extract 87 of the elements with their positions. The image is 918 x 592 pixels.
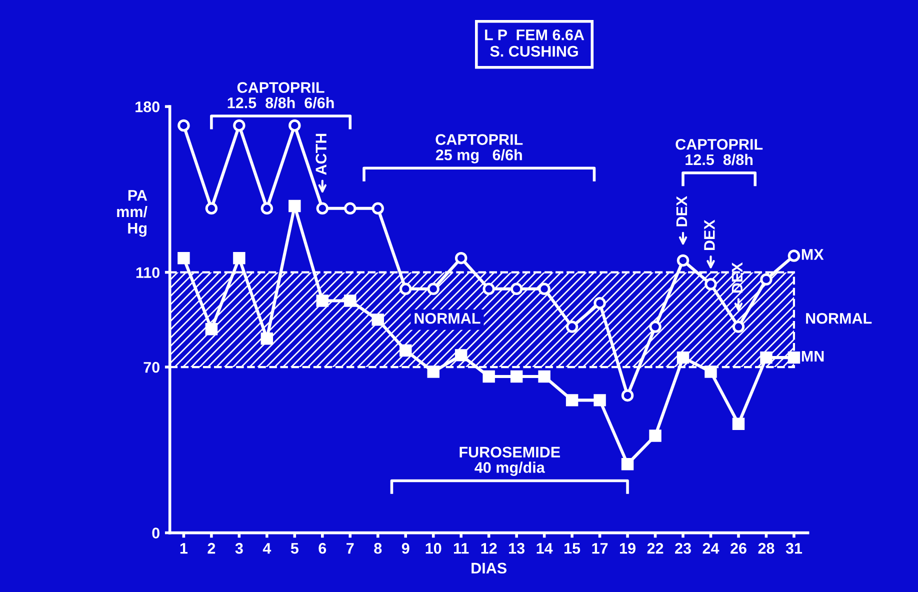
x-tick-label: 19: [620, 542, 636, 554]
x-tick-label: 13: [509, 542, 525, 554]
point: [621, 389, 634, 402]
point: [454, 349, 468, 362]
y-tick-label: 0: [152, 528, 160, 538]
annotation: ACTH: [316, 134, 326, 175]
point: [344, 294, 356, 307]
point: [233, 119, 246, 132]
annotation: FUROSEMIDE 40 mg/dia: [460, 446, 560, 476]
point: [482, 282, 495, 296]
point: [400, 344, 412, 357]
x-tick-label: 9: [402, 542, 410, 554]
point: [760, 351, 772, 364]
x-tick-label: 31: [786, 542, 802, 554]
point: [482, 370, 495, 383]
x-tick-label: 7: [346, 543, 354, 554]
point: [344, 202, 356, 214]
y-tick-label: 180: [136, 101, 160, 112]
point: [178, 252, 190, 264]
x-tick-label: 8: [374, 542, 382, 554]
point: [260, 332, 274, 345]
x-tick-label: 15: [564, 543, 580, 554]
point: [676, 254, 690, 267]
y-tick-label: 70: [144, 362, 160, 373]
point: [788, 250, 800, 262]
point: [260, 202, 274, 214]
point: [649, 430, 662, 442]
x-tick-label: 14: [536, 543, 553, 554]
point: [427, 282, 440, 296]
y-axis-title: PA mm/ Hg: [117, 190, 148, 237]
x-tick-label: 4: [262, 543, 272, 554]
point: [288, 200, 301, 212]
x-tick-label: 11: [454, 543, 469, 554]
annotation: NORMAL: [414, 312, 480, 324]
x-tick-label: 6: [318, 542, 326, 554]
x-tick-label: 22: [647, 542, 664, 554]
point: [510, 370, 523, 383]
point: [316, 294, 329, 307]
point: [427, 366, 440, 378]
point: [510, 282, 523, 296]
series-label: MX: [802, 249, 824, 260]
x-tick-label: 1: [180, 543, 188, 554]
point: [732, 320, 745, 333]
point: [676, 351, 690, 364]
x-tick-label: 3: [235, 542, 243, 554]
x-tick-label: 17: [592, 543, 608, 554]
point: [594, 394, 606, 406]
point: [760, 273, 772, 286]
x-tick-label: 5: [290, 543, 298, 554]
point: [205, 323, 218, 336]
point: [732, 418, 745, 430]
x-tick-label: 24: [702, 542, 720, 554]
point: [594, 296, 606, 310]
annotation: DEX: [676, 196, 687, 226]
band-label: NORMAL: [806, 312, 872, 324]
point: [538, 370, 550, 383]
annotation: CAPTOPRIL 12.5 8/8h: [676, 138, 763, 166]
point: [233, 252, 246, 264]
point: [205, 202, 218, 214]
series-label: MN: [802, 351, 824, 362]
x-axis-title: DIAS: [472, 562, 506, 574]
point: [400, 282, 412, 296]
point: [566, 320, 578, 333]
point: [372, 202, 384, 214]
point: [178, 119, 190, 132]
y-tick-label: 110: [136, 267, 160, 278]
x-tick-label: 23: [675, 542, 691, 554]
chart-title: L P FEM 6.6A S. CUSHING: [485, 29, 584, 57]
point: [649, 320, 662, 333]
point: [372, 314, 384, 326]
point: [288, 119, 301, 132]
point: [454, 252, 468, 264]
point: [316, 202, 329, 214]
annotation: CAPTOPRIL 25 mg 6/6h: [436, 134, 523, 164]
x-tick-label: 26: [730, 542, 746, 554]
x-tick-label: 10: [426, 542, 442, 554]
x-tick-label: 28: [758, 542, 774, 554]
x-tick-label: 2: [208, 542, 216, 554]
point: [704, 278, 717, 290]
point: [704, 366, 717, 378]
point: [538, 282, 550, 296]
annotation: DEX: [704, 220, 715, 250]
x-tick-label: 12: [481, 542, 497, 554]
point: [621, 458, 634, 470]
annotation: CAPTOPRIL 12.5 8/8h 6/6h: [228, 82, 334, 108]
point: [566, 394, 578, 406]
point: [788, 351, 800, 364]
